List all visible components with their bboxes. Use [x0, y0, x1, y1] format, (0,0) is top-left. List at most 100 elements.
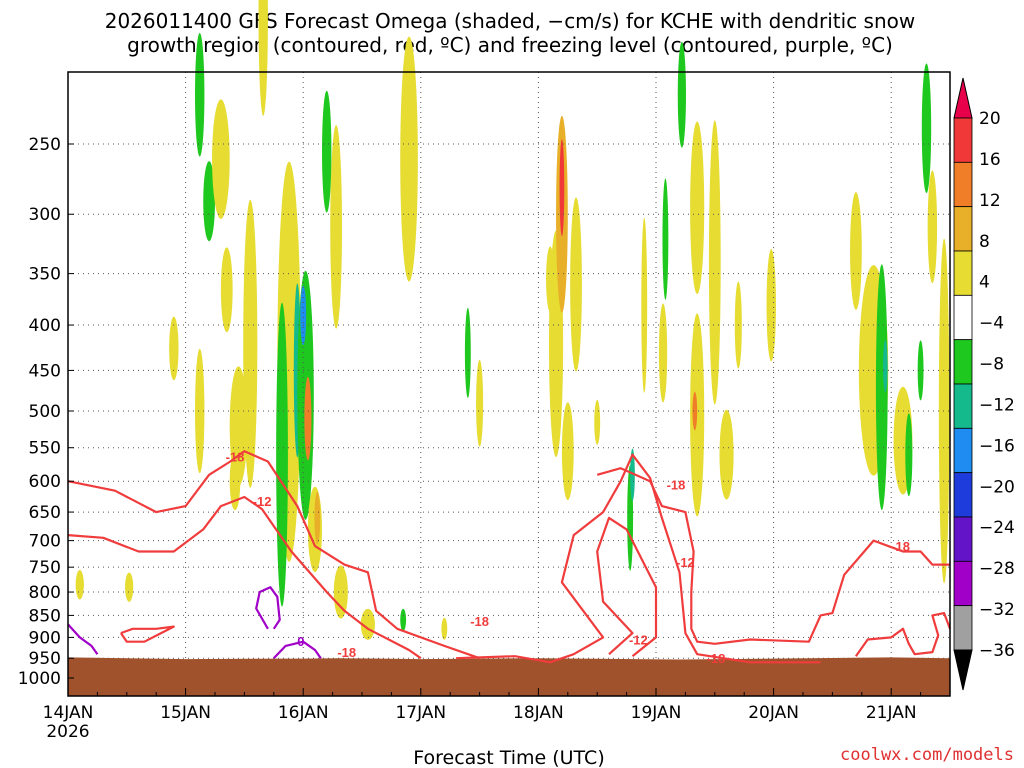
x-tick-label: 19JAN: [631, 703, 682, 723]
omega-shade-blob: [882, 340, 888, 393]
x-tick-label: 18JAN: [513, 703, 564, 723]
contour-label: -18: [470, 614, 489, 629]
omega-shade-blob: [212, 99, 230, 219]
omega-shade-blob: [476, 359, 484, 447]
colorbar-swatch: [953, 294, 973, 341]
y-tick-label: 850: [29, 606, 61, 626]
x-tick-label: 17JAN: [395, 703, 446, 723]
omega-shade-blob: [692, 391, 698, 431]
omega-shade-blob: [195, 32, 205, 157]
colorbar-label: −8: [979, 355, 1004, 375]
colorbar-label: 16: [979, 150, 1001, 170]
colorbar-label: −4: [979, 314, 1004, 334]
snow-growth-contour: [119, 625, 175, 643]
omega-shade-blob: [677, 41, 686, 148]
omega-shade-blob: [300, 285, 307, 345]
terrain-surface: [68, 657, 950, 696]
snow-growth-contour: [596, 516, 658, 658]
snow-growth-contour: [67, 495, 422, 660]
y-tick-label: 450: [29, 361, 61, 381]
x-tick-label: 14JAN: [43, 703, 94, 723]
omega-shade-blob: [322, 90, 332, 213]
omega-shade-blob: [464, 307, 471, 398]
omega-shade-blob: [561, 402, 574, 501]
y-tick-label: 950: [29, 649, 61, 669]
chart-title-line1: 2026011400 GFS Forecast Omega (shaded, −…: [105, 9, 916, 33]
omega-shade-blob: [719, 409, 734, 500]
omega-shade-blob: [125, 572, 134, 602]
omega-shade-blob: [243, 199, 258, 488]
colorbar-label: 4: [979, 273, 990, 293]
x-tick-label: 15JAN: [160, 703, 211, 723]
contour-label: -18: [891, 539, 910, 554]
colorbar-swatch: [953, 605, 973, 651]
colorbar-label: −12: [979, 395, 1015, 415]
freezing-level-contour: [273, 640, 322, 659]
y-tick-label: 550: [29, 439, 61, 459]
omega-shade-blob: [220, 247, 233, 333]
colorbar-label: −20: [979, 477, 1015, 497]
y-tick-label: 500: [29, 402, 61, 422]
y-tick-label: 1000: [18, 669, 61, 689]
omega-shade-blob: [400, 36, 418, 282]
omega-shade-blob: [75, 570, 84, 600]
colorbar-label: 12: [979, 191, 1001, 211]
y-tick-label: 300: [29, 205, 61, 225]
omega-shade-blob: [559, 139, 565, 237]
contour-label-layer: -18 -12 0 -18 -18 -12 -18 -12 -18 -18: [226, 450, 910, 667]
colorbar-label: 20: [979, 109, 1001, 129]
omega-shade-blob: [766, 249, 776, 362]
x-axis: 14JAN 15JAN 16JAN 17JAN 18JAN 19JAN 20JAN 21JAN…: [43, 688, 951, 742]
terrain-layer: [68, 657, 950, 696]
omega-shade-blob: [441, 617, 448, 640]
omega-shade-blob: [641, 217, 648, 393]
omega-shade-blob: [594, 399, 601, 445]
omega-shade-blob: [708, 120, 721, 405]
colorbar-label: 8: [979, 232, 990, 252]
colorbar-label: −16: [979, 436, 1015, 456]
omega-shade-blob: [276, 302, 288, 607]
contour-label: -18: [337, 645, 356, 660]
colorbar-swatch: [953, 250, 973, 296]
contour-label: -12: [253, 494, 272, 509]
omega-shade-blob: [662, 178, 669, 300]
x-tick-label: 16JAN: [278, 703, 329, 723]
omega-shade-blob: [927, 170, 938, 284]
snow-growth-contour: [855, 612, 952, 657]
snow-growth-contour: [596, 467, 950, 645]
omega-shade-blob: [229, 452, 241, 511]
omega-shade-blob: [917, 340, 924, 401]
snow-growth-contour: [67, 450, 480, 660]
colorbar-label: −36: [979, 641, 1015, 661]
colorbar-swatch: [953, 161, 973, 208]
colorbar-label: −24: [979, 518, 1015, 538]
chart-title-line2: growth region (contoured, red, ºC) and f…: [127, 33, 893, 57]
contour-label: -18: [707, 651, 726, 666]
colorbar-swatch: [953, 117, 973, 163]
colorbar-swatch: [953, 383, 973, 429]
x-tick-label: 21JAN: [866, 703, 917, 723]
contour-label: -18: [226, 450, 245, 465]
y-tick-label: 900: [29, 628, 61, 648]
omega-shade-blob: [570, 197, 582, 372]
y-tick-label: 600: [29, 472, 61, 492]
x-tick-label: 20JAN: [748, 703, 799, 723]
contour-label: 0: [297, 634, 304, 649]
y-tick-label: 700: [29, 532, 61, 552]
freezing-level-contour: [255, 586, 281, 630]
omega-shade-blob: [690, 313, 705, 517]
omega-shade-blob: [875, 264, 888, 511]
contour-label: -12: [629, 633, 648, 648]
omega-shade-blob: [304, 376, 312, 461]
freezing-level-contour: [67, 623, 99, 655]
omega-shade-blob: [314, 491, 321, 545]
omega-shading-layer: [75, 0, 950, 640]
colorbar: 20 16 12 8 4 −4 −8 −12 −16 −20 −24 −28 −32 −36: [953, 77, 1015, 691]
omega-shade-blob: [203, 161, 215, 242]
snow-growth-contour: [456, 453, 821, 664]
colorbar-label: −32: [979, 600, 1015, 620]
contour-layer: [67, 450, 952, 664]
colorbar-swatch: [953, 560, 973, 607]
omega-shade-blob: [169, 316, 179, 381]
omega-shade-blob: [258, 0, 268, 116]
